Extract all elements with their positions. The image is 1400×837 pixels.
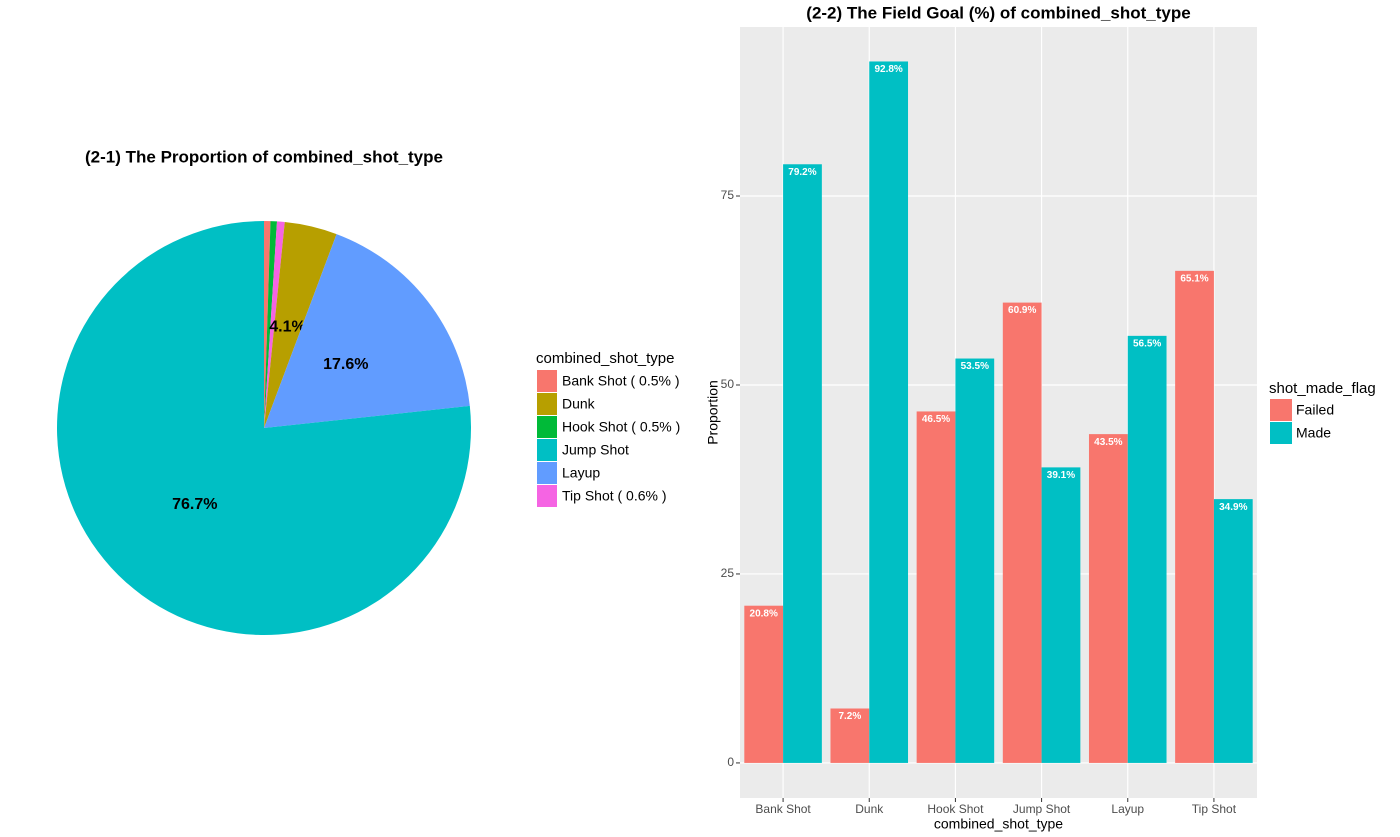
bar [869, 61, 909, 763]
bar-label: 65.1% [1180, 273, 1208, 284]
legend-key [537, 370, 557, 392]
legend-key [537, 462, 557, 484]
y-axis-label: Proportion [705, 380, 721, 445]
legend-label: Bank Shot ( 0.5% ) [562, 373, 680, 389]
legend-key [537, 439, 557, 461]
legend-title: combined_shot_type [536, 350, 674, 367]
bar [955, 358, 995, 763]
legend-key [537, 416, 557, 438]
slice-label: 17.6% [323, 356, 368, 373]
y-tick-label: 50 [721, 377, 735, 391]
bar-label: 92.8% [874, 64, 902, 75]
x-axis-label: combined_shot_type [934, 816, 1063, 832]
legend-key [1270, 399, 1292, 421]
legend-label: Dunk [562, 396, 596, 412]
legend-label: Made [1296, 425, 1331, 441]
bar [1213, 499, 1253, 763]
bar-label: 79.2% [788, 167, 816, 178]
bar-label: 7.2% [838, 711, 861, 722]
bar-label: 20.8% [750, 608, 778, 619]
plot-background [740, 27, 1257, 798]
slice-label: 76.7% [172, 496, 217, 513]
pie-slice [56, 221, 471, 635]
legend-label: Layup [562, 465, 600, 481]
legend-title: shot_made_flag [1269, 380, 1376, 397]
y-tick-label: 75 [721, 188, 735, 202]
chart-title: (2-1) The Proportion of combined_shot_ty… [85, 147, 443, 166]
bar [744, 605, 784, 763]
bar-label: 60.9% [1008, 305, 1036, 316]
bar [1041, 467, 1081, 763]
bar [916, 411, 956, 763]
bar [1175, 270, 1214, 763]
legend-key [537, 485, 557, 507]
bar [1088, 434, 1128, 763]
pie-slice [264, 234, 470, 428]
legend-key [1270, 422, 1292, 444]
bar-label: 43.5% [1094, 437, 1122, 448]
y-tick-label: 25 [721, 566, 735, 580]
bar-label: 39.1% [1047, 470, 1075, 481]
slice-label: 4.1% [269, 318, 305, 335]
bar [1127, 335, 1167, 763]
x-tick-label: Dunk [855, 802, 884, 816]
bar-label: 53.5% [961, 361, 989, 372]
bar [1002, 302, 1042, 763]
x-tick-label: Tip Shot [1192, 802, 1237, 816]
pie-slice [264, 221, 285, 428]
x-tick-label: Layup [1111, 802, 1144, 816]
y-tick-label: 0 [727, 755, 734, 769]
bar [830, 708, 870, 763]
legend-label: Hook Shot ( 0.5% ) [562, 419, 680, 435]
bar-label: 34.9% [1219, 502, 1247, 513]
legend-label: Failed [1296, 402, 1334, 418]
bar [783, 164, 822, 763]
x-tick-label: Jump Shot [1013, 802, 1071, 816]
pie-slice [264, 222, 337, 428]
x-tick-label: Hook Shot [927, 802, 984, 816]
legend-label: Tip Shot ( 0.6% ) [562, 488, 667, 504]
bar-label: 56.5% [1133, 338, 1161, 349]
legend-label: Jump Shot [562, 442, 629, 458]
legend-key [537, 393, 557, 415]
pie-slice [264, 221, 277, 428]
bar-label: 46.5% [922, 414, 950, 425]
x-tick-label: Bank Shot [755, 802, 811, 816]
pie-slice [264, 221, 271, 428]
chart-title: (2-2) The Field Goal (%) of combined_sho… [806, 3, 1190, 22]
